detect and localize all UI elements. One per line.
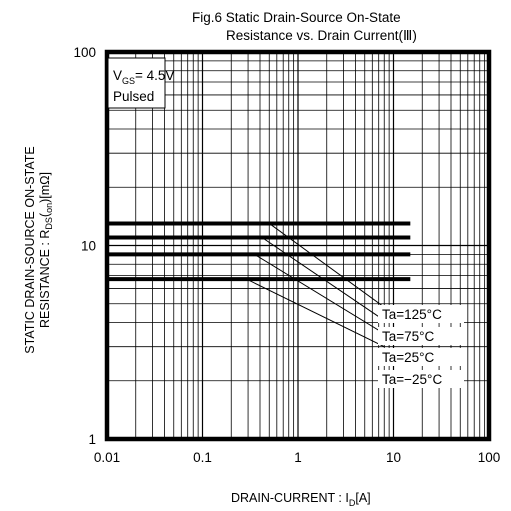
x-tick-label: 0.01 — [94, 450, 120, 465]
legend-label-background — [378, 348, 464, 366]
pulsed-label: Pulsed — [113, 89, 154, 104]
vgs-condition-label: VGS= 4.5V — [113, 68, 174, 86]
legend-label: Ta=25°C — [382, 350, 435, 365]
legend-label-background — [378, 370, 464, 388]
vgs-subscript: GS — [122, 76, 135, 86]
y-tick-label: 100 — [73, 45, 96, 60]
plot-frame — [104, 49, 492, 442]
y-axis-label-sub-2: on — [44, 203, 54, 213]
y-axis-label-post: )[mΩ] — [38, 172, 52, 203]
x-tick-label: 1 — [294, 450, 302, 465]
legend-label: Ta=−25°C — [382, 372, 442, 387]
x-axis-label-main: DRAIN-CURRENT : I — [231, 491, 349, 505]
x-tick-label: 10 — [386, 450, 401, 465]
y-axis-label: STATIC DRAIN-SOURCE ON-STATE RESISTANCE … — [23, 146, 54, 353]
x-tick-label: 100 — [478, 450, 501, 465]
leader-line — [268, 223, 385, 308]
chart-title-line-2: Resistance vs. Drain Current(Ⅲ) — [226, 28, 417, 43]
chart-title: Fig.6 Static Drain-Source On-State Resis… — [192, 10, 417, 43]
y-axis-label-line-2: RESISTANCE : RDS(on)[mΩ] — [38, 172, 54, 328]
condition-box: VGS= 4.5V Pulsed — [107, 57, 174, 109]
legend-label: Ta=75°C — [382, 329, 435, 344]
vgs-value: = 4.5V — [135, 68, 174, 83]
leader-line — [254, 253, 385, 335]
leader-lines — [246, 223, 385, 348]
chart-title-line-1: Fig.6 Static Drain-Source On-State — [192, 10, 401, 25]
x-tick-label: 0.1 — [193, 450, 212, 465]
y-axis-label-line-1: STATIC DRAIN-SOURCE ON-STATE — [23, 146, 37, 353]
vgs-symbol: V — [113, 68, 122, 83]
leader-line — [246, 278, 385, 348]
x-axis-label-subscript: D — [349, 498, 356, 508]
y-tick-label: 1 — [88, 432, 96, 447]
legend-label: Ta=125°C — [382, 307, 442, 322]
y-axis-label-pre: RESISTANCE : R — [38, 230, 52, 328]
legend-label-background — [378, 305, 464, 323]
y-axis-label-paren: ( — [38, 212, 52, 217]
x-axis-label-unit: [A] — [355, 491, 370, 505]
leader-line — [261, 237, 385, 321]
tick-labels: 0.01 0.1 1 10 100 1 10 100 — [73, 45, 500, 465]
y-tick-label: 10 — [81, 239, 96, 254]
series-lines — [107, 221, 411, 282]
legend-label-background — [378, 327, 464, 345]
condition-box-frame — [107, 57, 166, 109]
legend: Ta=125°C Ta=75°C Ta=25°C Ta=−25°C — [378, 305, 464, 388]
x-axis-label: DRAIN-CURRENT : ID[A] — [231, 491, 371, 508]
y-axis-label-sub-1: DS — [44, 217, 54, 230]
